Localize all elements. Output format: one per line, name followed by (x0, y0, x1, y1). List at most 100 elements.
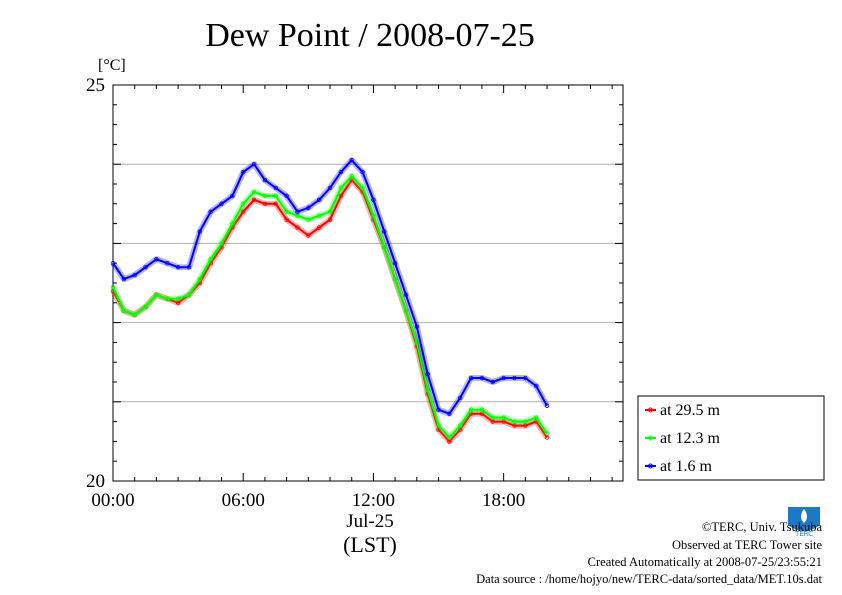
data-point (241, 169, 246, 175)
data-point (382, 245, 387, 250)
data-point (490, 415, 495, 420)
data-point (468, 375, 474, 381)
data-point (219, 241, 224, 246)
data-point (219, 201, 224, 206)
legend-label: at 12.3 m (660, 430, 721, 447)
series-layer (110, 157, 550, 445)
legend-marker (648, 435, 653, 441)
data-point (414, 340, 420, 345)
data-point (436, 407, 441, 412)
data-point (512, 375, 517, 381)
data-point (436, 423, 441, 428)
data-point (316, 225, 322, 230)
series-3 (110, 157, 550, 417)
gridlines (113, 163, 623, 403)
legend-marker (648, 463, 653, 469)
data-point (262, 193, 268, 199)
data-point (544, 403, 550, 408)
x-tick-label: 06:00 (222, 490, 265, 511)
data-point (262, 177, 268, 183)
data-point (284, 217, 289, 222)
data-point (371, 213, 376, 218)
data-point (197, 229, 203, 234)
data-point (143, 304, 148, 309)
data-point (425, 387, 430, 393)
data-point (186, 264, 192, 270)
data-point (338, 169, 344, 175)
data-point (360, 169, 365, 175)
data-point (208, 209, 213, 214)
footer-copyright: ©TERC, Univ. Tsukuba (701, 520, 822, 534)
data-point (154, 292, 159, 298)
data-point (544, 431, 550, 436)
data-point (414, 324, 420, 329)
data-point (338, 193, 344, 199)
series-2 (110, 173, 550, 441)
series-line (112, 179, 548, 443)
data-point (208, 257, 213, 262)
x-date-label: Jul-25 (346, 511, 394, 532)
data-point (132, 312, 137, 317)
data-point (165, 296, 170, 302)
data-point (403, 308, 409, 313)
data-point (273, 185, 278, 191)
data-point (154, 257, 159, 262)
data-point (392, 276, 398, 282)
y-tick-label: 20 (86, 471, 105, 492)
data-point (523, 375, 528, 381)
data-point (327, 185, 333, 191)
data-point (251, 189, 257, 195)
x-tick-label: 18:00 (482, 490, 525, 511)
data-point (175, 264, 181, 270)
legend-label: at 29.5 m (660, 402, 721, 419)
data-point (165, 261, 170, 266)
data-point (316, 197, 322, 203)
data-point (501, 375, 506, 381)
data-point (468, 407, 474, 412)
data-point (533, 415, 539, 420)
data-point (458, 395, 463, 401)
data-point (186, 292, 192, 298)
data-point (533, 383, 539, 389)
data-point (371, 197, 376, 203)
x-tick-label: 12:00 (352, 490, 395, 511)
data-point (197, 276, 203, 282)
data-point (382, 229, 387, 234)
data-point (479, 407, 485, 412)
y-unit-label: [°C] (98, 57, 126, 74)
data-point (284, 193, 289, 199)
legend: at 29.5 m at 12.3 m at 1.6 m (637, 395, 825, 481)
legend-label: at 1.6 m (660, 458, 713, 475)
series-line (112, 175, 548, 439)
data-point (349, 158, 354, 163)
data-point (512, 419, 517, 424)
data-point (327, 209, 333, 214)
data-point (273, 193, 278, 199)
chart-title: Dew Point / 2008-07-25 (205, 17, 535, 54)
data-point (338, 185, 344, 191)
legend-marker (648, 407, 653, 413)
footer-source: Data source : /home/hojyo/new/TERC-data/… (476, 572, 822, 586)
data-point (110, 284, 116, 290)
data-point (360, 185, 365, 191)
footer-created: Created Automatically at 2008-07-25/23:5… (587, 555, 822, 569)
x-tick-label: 00:00 (91, 490, 134, 511)
data-point (241, 201, 246, 206)
legend-box (637, 395, 825, 481)
data-point (262, 201, 268, 206)
data-point (295, 209, 300, 214)
data-point (490, 379, 495, 385)
x-axis-label: (LST) (343, 532, 397, 557)
data-point (230, 221, 235, 226)
footer-observed: Observed at TERC Tower site (671, 538, 822, 552)
data-point (230, 193, 235, 199)
data-point (132, 272, 137, 278)
data-point (447, 411, 452, 416)
data-point (306, 233, 311, 238)
logo-text: TERC (794, 530, 813, 538)
data-point (143, 264, 148, 270)
data-point (175, 296, 181, 302)
data-point (110, 261, 116, 266)
